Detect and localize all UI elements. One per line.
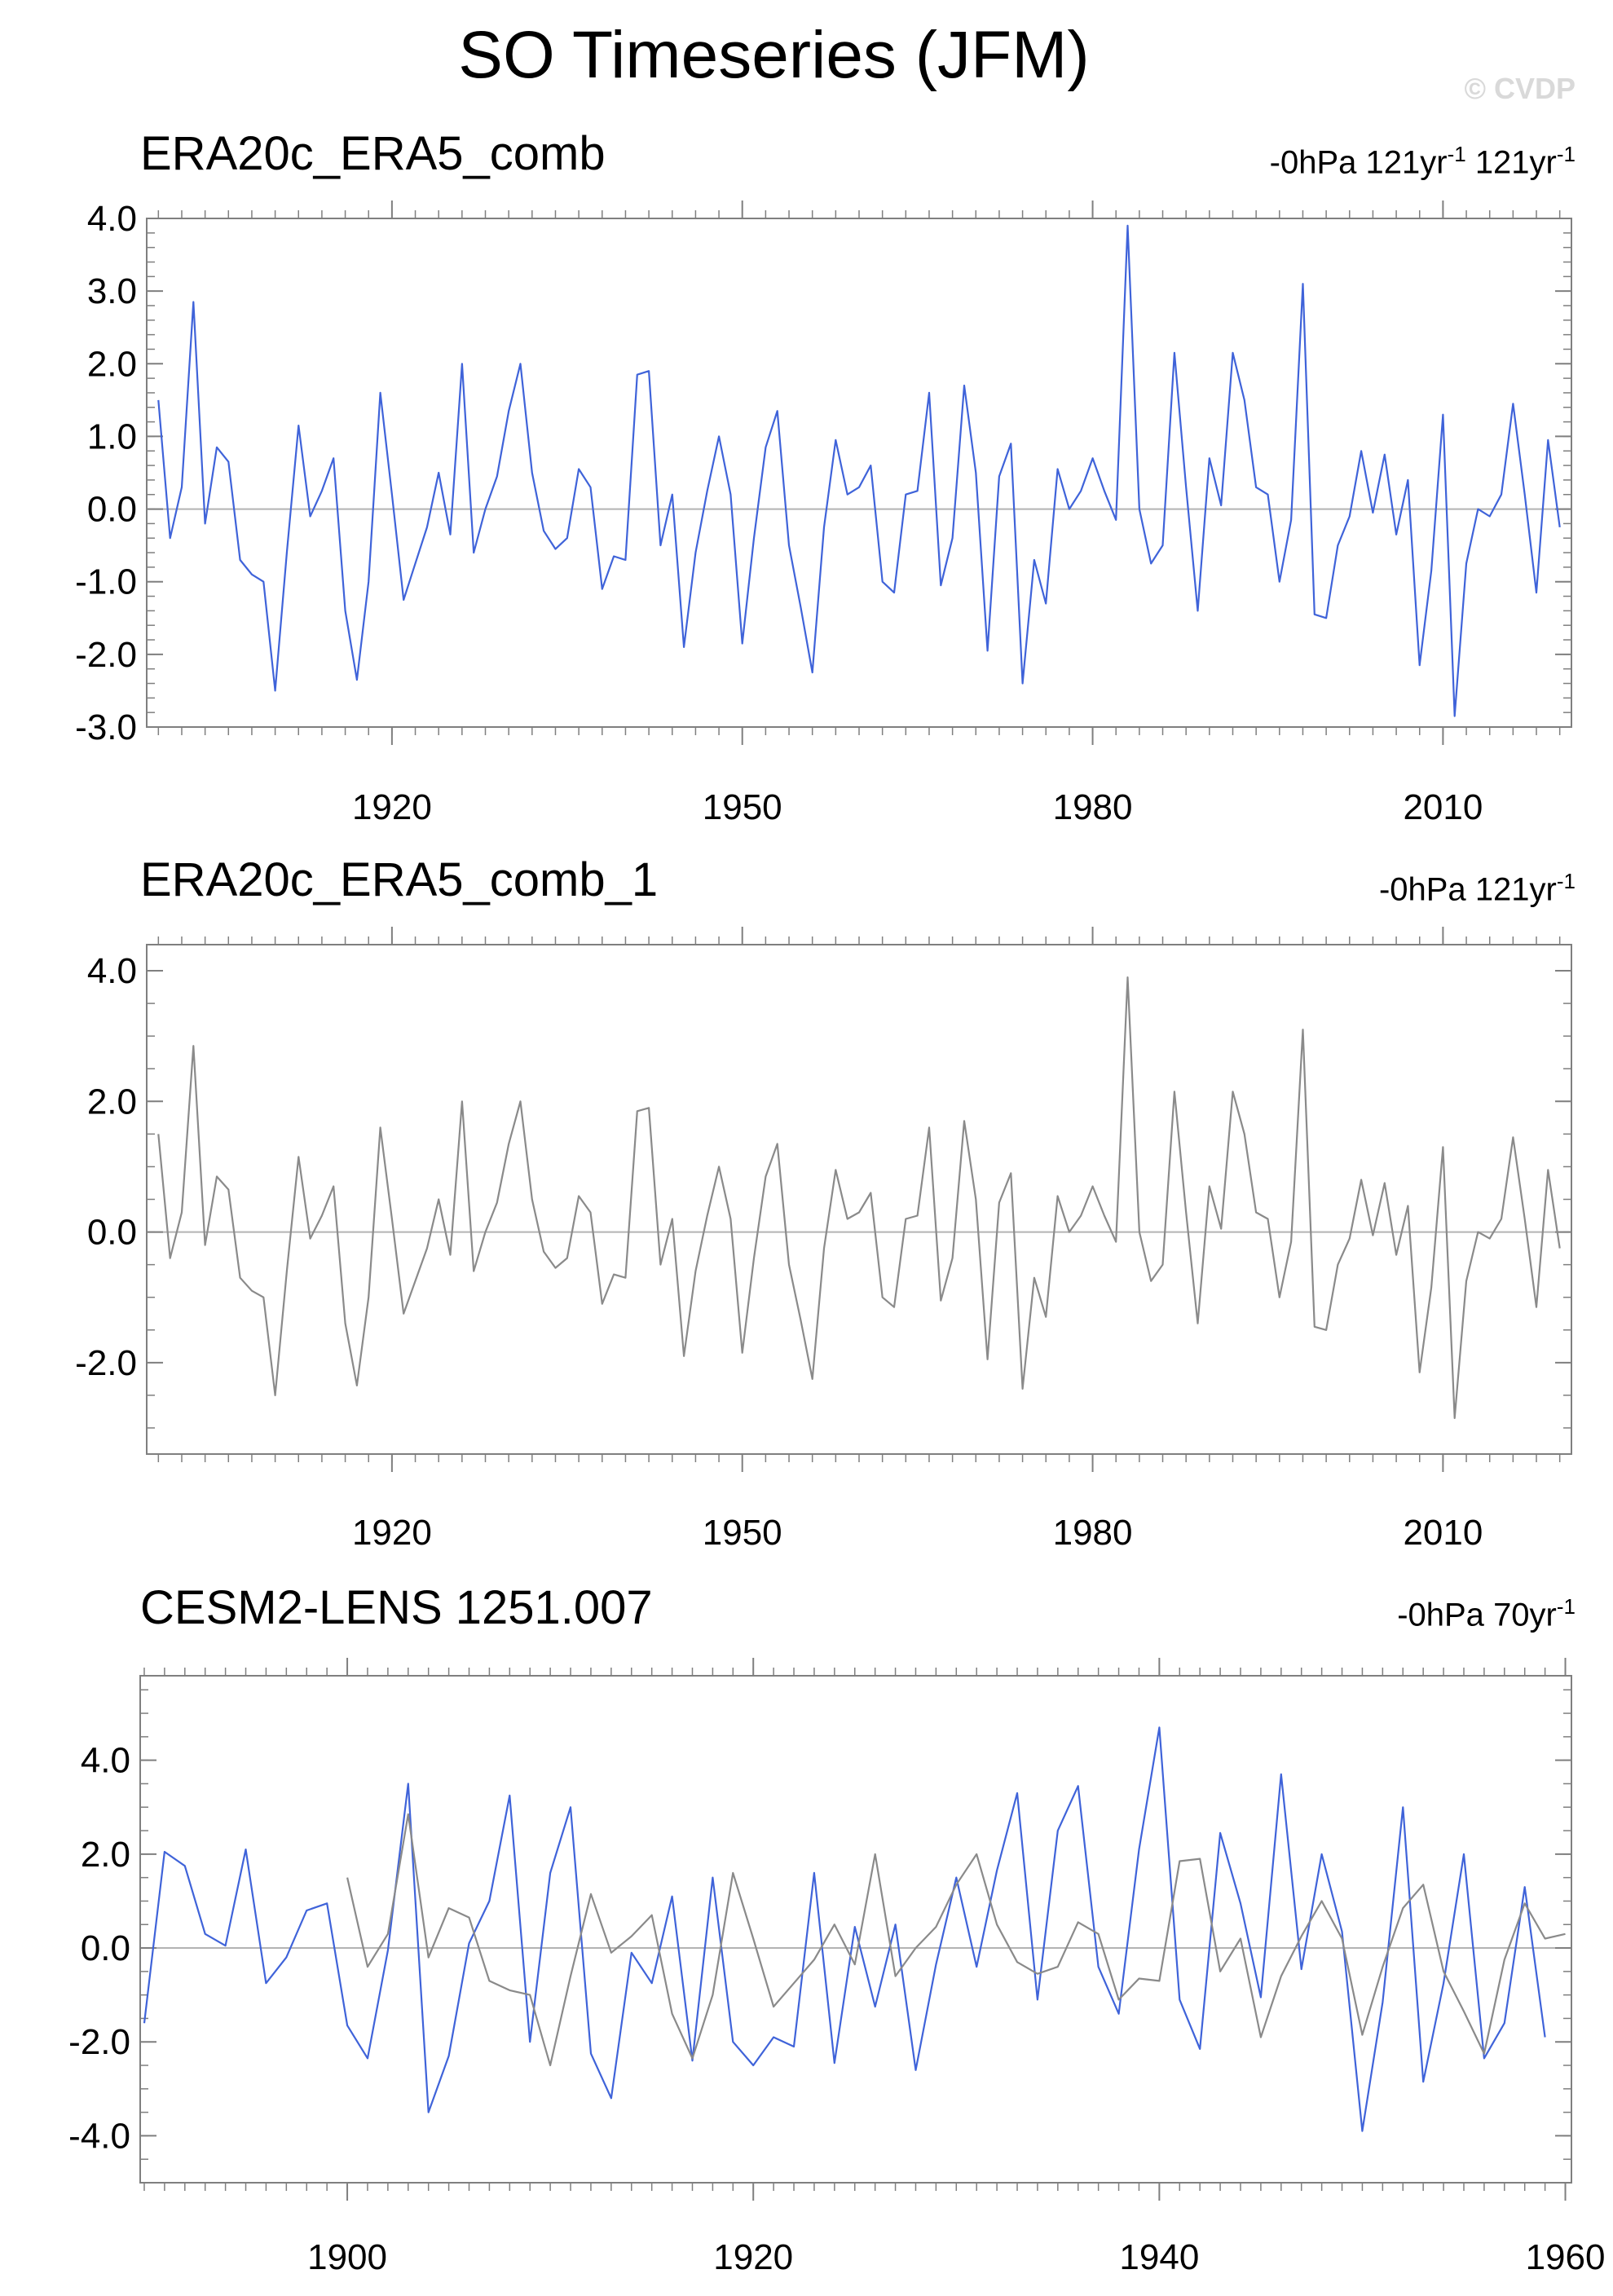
- panel-3-level: -0hPa: [1397, 1597, 1484, 1633]
- figure-title: SO Timeseries (JFM): [458, 18, 1090, 92]
- x-tick-label: 1920: [352, 1513, 432, 1553]
- x-tick-label: 1940: [1119, 2237, 1199, 2277]
- series-line-1: [157, 224, 1561, 717]
- x-tick-label: 2010: [1403, 787, 1483, 827]
- y-tick-label: 2.0: [87, 344, 137, 384]
- panel-1-rate-2: 121yr: [1474, 144, 1557, 181]
- x-tick-label: 1920: [713, 2237, 793, 2277]
- x-tick-label: 1980: [1053, 787, 1133, 827]
- y-tick-label: 0.0: [87, 1213, 137, 1253]
- panel-2-title: ERA20c_ERA5_comb_1: [140, 853, 659, 906]
- chart-3: -4.0 -2.0 0.0 2.0 4.0 1900 1920 1940 1960: [68, 1658, 1605, 2277]
- y-tick-label: 4.0: [87, 199, 137, 239]
- x-tick-label: 1920: [352, 787, 432, 827]
- series-line-1: [157, 976, 1561, 1420]
- y-tick-label: 2.0: [81, 1835, 130, 1875]
- x-tick-label: 1900: [307, 2237, 387, 2277]
- y-tick-label: -4.0: [68, 2116, 130, 2156]
- y-tick-label: -1.0: [75, 562, 137, 602]
- panel-3-rate-1-exp: -1: [1556, 1594, 1576, 1619]
- panel-1-title: ERA20c_ERA5_comb: [140, 127, 606, 180]
- chart-2: -2.0 0.0 2.0 4.0 1920 1950 1980 2010: [75, 927, 1572, 1553]
- panel-2-level: -0hPa: [1378, 871, 1466, 908]
- x-tick-label: 2010: [1403, 1513, 1483, 1553]
- y-tick-label: 0.0: [81, 1928, 130, 1968]
- plot-frame: [139, 1675, 1572, 2184]
- y-tick-label: 2.0: [87, 1082, 137, 1122]
- y-tick-label: 4.0: [87, 951, 137, 991]
- y-tick-label: 0.0: [87, 490, 137, 530]
- y-tick-label: 1.0: [87, 416, 137, 456]
- panel-2-rate-1: 121yr: [1474, 871, 1557, 908]
- panel-2-rate-1-exp: -1: [1556, 869, 1576, 893]
- x-tick-label: 1950: [703, 1513, 782, 1553]
- panel-1-right-label: -0hPa 121yr-1 121yr-1: [1270, 134, 1576, 183]
- panel-3-rate-1: 70yr: [1493, 1597, 1557, 1633]
- panel-1-level: -0hPa: [1269, 144, 1357, 181]
- panel-2-right-label: -0hPa 121yr-1: [1379, 861, 1576, 910]
- y-tick-label: -3.0: [75, 707, 137, 747]
- y-tick-label: -2.0: [68, 2022, 130, 2062]
- y-tick-label: -2.0: [75, 1343, 137, 1383]
- panel-1-rate-2-exp: -1: [1556, 142, 1576, 166]
- chart-1: -3.0 -2.0 -1.0 0.0 1.0 2.0 3.0 4.0 1920 1950 1980 2…: [75, 199, 1572, 827]
- y-tick-label: 3.0: [87, 271, 137, 311]
- x-tick-label: 1960: [1526, 2237, 1606, 2277]
- series-line-2: [346, 1813, 1566, 2067]
- copyright-label: © CVDP: [1464, 72, 1576, 105]
- x-tick-label: 1980: [1053, 1513, 1133, 1553]
- y-tick-label: -2.0: [75, 635, 137, 675]
- panel-3-right-label: -0hPa 70yr-1: [1397, 1586, 1576, 1635]
- x-tick-label: 1950: [703, 787, 782, 827]
- panel-3-title: CESM2-LENS 1251.007: [140, 1581, 653, 1634]
- y-tick-label: 4.0: [81, 1741, 130, 1781]
- panel-1-rate-1: 121yr: [1365, 144, 1448, 181]
- panel-1-rate-1-exp: -1: [1447, 142, 1466, 166]
- series-line-1: [143, 1726, 1546, 2132]
